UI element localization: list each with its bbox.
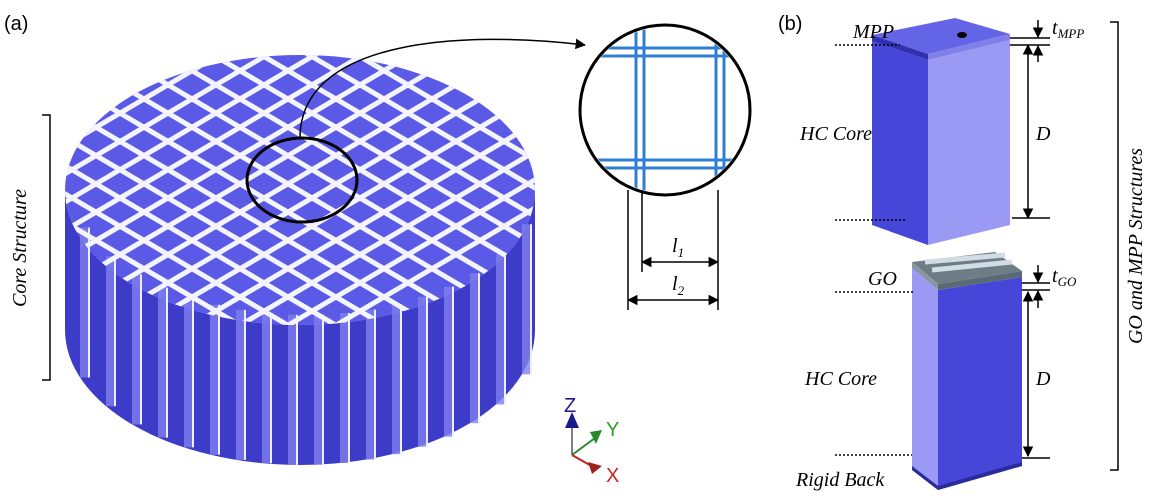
figure: (a) (b) Core Structure l1 l2 Z Y X	[0, 0, 1155, 498]
go-column	[912, 252, 1022, 490]
fin	[184, 297, 193, 447]
bracket	[1110, 22, 1118, 470]
back-label: Rigid Back	[795, 469, 885, 491]
thickness-label: tGO	[1052, 265, 1077, 289]
bracket	[42, 115, 50, 380]
fin	[392, 304, 401, 454]
fin	[288, 315, 297, 465]
depth-label: D	[1035, 368, 1051, 390]
mpp-column	[872, 18, 1010, 245]
layer-label: MPP	[852, 21, 894, 43]
fin	[106, 256, 115, 406]
fin	[418, 297, 427, 447]
panel-label: (b)	[778, 13, 802, 35]
fin	[366, 310, 375, 460]
subscript: GO	[1058, 274, 1077, 289]
axis-label: Y	[606, 419, 619, 441]
axis-label: Z	[564, 395, 576, 417]
fin	[470, 273, 479, 423]
fin	[314, 315, 323, 465]
subscript: MPP	[1057, 26, 1085, 41]
fin	[340, 313, 349, 463]
dimension-lines	[1010, 20, 1050, 218]
fin	[132, 274, 141, 424]
subscript: 1	[678, 245, 685, 260]
subscript: 2	[678, 283, 685, 298]
dim-label: l2	[672, 273, 685, 298]
bracket-label: Core Structure	[9, 189, 31, 307]
fin	[210, 305, 219, 455]
core-label: HC Core	[804, 368, 877, 390]
fin	[158, 288, 167, 438]
dimension-lines	[1022, 265, 1050, 458]
fin	[496, 254, 505, 404]
fin	[262, 313, 271, 463]
core-label: HC Core	[799, 123, 872, 145]
axis-triad: Z Y X	[564, 395, 619, 487]
fin	[236, 310, 245, 460]
dim-label: l1	[672, 235, 684, 260]
panel-label: (a)	[4, 13, 28, 35]
fin	[522, 224, 531, 374]
layer-label: GO	[868, 268, 897, 290]
bracket-label: GO and MPP Structures	[1125, 148, 1147, 344]
fin	[444, 287, 453, 437]
fin	[80, 227, 89, 377]
thickness-label: tMPP	[1052, 17, 1084, 41]
depth-label: D	[1035, 123, 1051, 145]
grid-wall	[0, 0, 8, 330]
axis-label: X	[606, 465, 619, 487]
